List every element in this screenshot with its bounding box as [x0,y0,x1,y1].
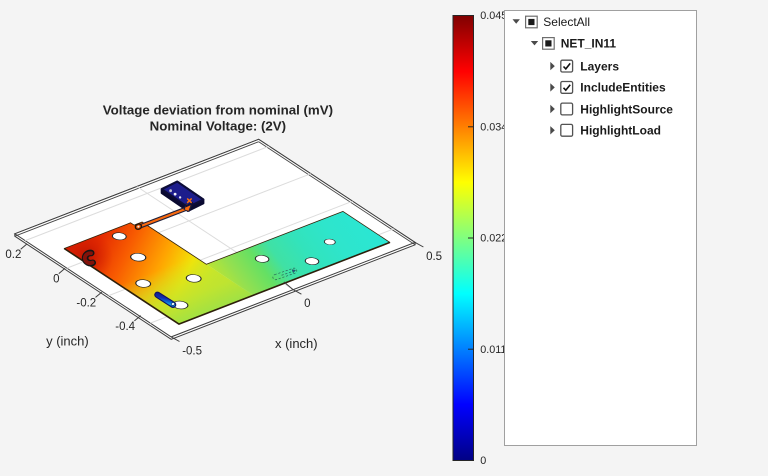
svg-text:Nominal Voltage: (2V): Nominal Voltage: (2V) [150,119,286,134]
svg-text:IncludeEntities: IncludeEntities [580,81,666,95]
svg-text:-0.2: -0.2 [76,297,96,309]
svg-text:-0.5: -0.5 [182,345,202,357]
svg-text:HighlightSource: HighlightSource [580,102,673,116]
svg-text:Voltage deviation from nominal: Voltage deviation from nominal (mV) [103,103,333,118]
svg-text:0.5: 0.5 [426,251,442,263]
svg-text:0.011: 0.011 [480,344,506,356]
svg-text:0.2: 0.2 [5,249,21,261]
svg-text:y (inch): y (inch) [46,334,89,349]
svg-text:x (inch): x (inch) [275,336,318,351]
svg-text:SelectAll: SelectAll [543,15,590,29]
svg-text:0: 0 [53,274,59,286]
svg-text:0.034: 0.034 [480,121,507,133]
svg-text:-0.4: -0.4 [115,321,135,333]
svg-text:Layers: Layers [580,59,619,73]
svg-text:0.045: 0.045 [480,10,507,22]
svg-text:0: 0 [480,455,486,467]
svg-text:HighlightLoad: HighlightLoad [580,124,661,138]
svg-text:0.022: 0.022 [480,233,507,245]
svg-text:0: 0 [304,298,310,310]
svg-text:NET_IN11: NET_IN11 [561,37,617,51]
